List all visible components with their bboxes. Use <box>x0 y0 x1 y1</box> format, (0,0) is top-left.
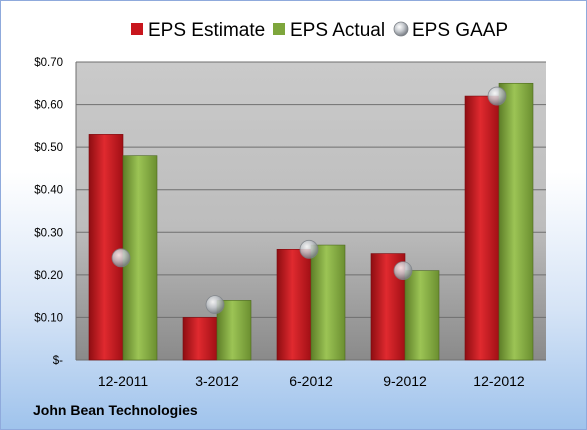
bar-eps-actual <box>498 82 534 361</box>
y-tick-label: $- <box>53 355 63 367</box>
marker-eps-gaap <box>111 248 131 268</box>
y-tick-label: $0.60 <box>34 100 63 112</box>
legend-item: EPS Actual <box>273 20 385 41</box>
legend-item: EPS Estimate <box>131 20 265 41</box>
x-tick-label: 12-2011 <box>98 373 149 389</box>
legend-label: EPS GAAP <box>412 20 508 41</box>
legend-swatch <box>273 23 285 35</box>
legend-swatch <box>131 23 143 35</box>
bar-eps-estimate <box>88 134 124 361</box>
marker-eps-gaap <box>487 86 507 106</box>
bar-eps-actual <box>404 270 440 361</box>
y-tick-label: $0.30 <box>34 227 63 239</box>
bar-eps-estimate <box>464 95 500 361</box>
x-tick-label: 12-2012 <box>473 373 525 389</box>
company-label: John Bean Technologies <box>33 402 198 418</box>
y-tick-label: $0.70 <box>34 57 63 69</box>
marker-eps-gaap <box>299 239 319 259</box>
bar-eps-estimate <box>276 249 312 361</box>
legend: EPS Estimate EPS Actual EPS GAAP <box>131 20 508 41</box>
plot-area: $- $0.10 $0.20 $0.30 $0.40 $0.50 $0.60 $0.70 12-… <box>34 57 546 389</box>
y-tick-label: $0.20 <box>34 270 63 282</box>
legend-label: EPS Actual <box>290 20 385 41</box>
y-tick-label: $0.50 <box>34 142 63 154</box>
legend-item: EPS GAAP <box>393 20 508 41</box>
bar-eps-actual <box>310 244 346 361</box>
bar-eps-actual <box>216 300 252 361</box>
x-tick-label: 6-2012 <box>289 373 333 389</box>
legend-label: EPS Estimate <box>148 20 265 41</box>
y-tick-label: $0.40 <box>34 185 63 197</box>
bar-eps-estimate <box>182 317 218 361</box>
marker-eps-gaap <box>393 261 413 281</box>
x-tick-label: 3-2012 <box>195 373 239 389</box>
legend-swatch <box>393 21 409 37</box>
x-tick-label: 9-2012 <box>383 373 427 389</box>
marker-eps-gaap <box>205 295 225 315</box>
y-tick-label: $0.10 <box>34 312 63 324</box>
